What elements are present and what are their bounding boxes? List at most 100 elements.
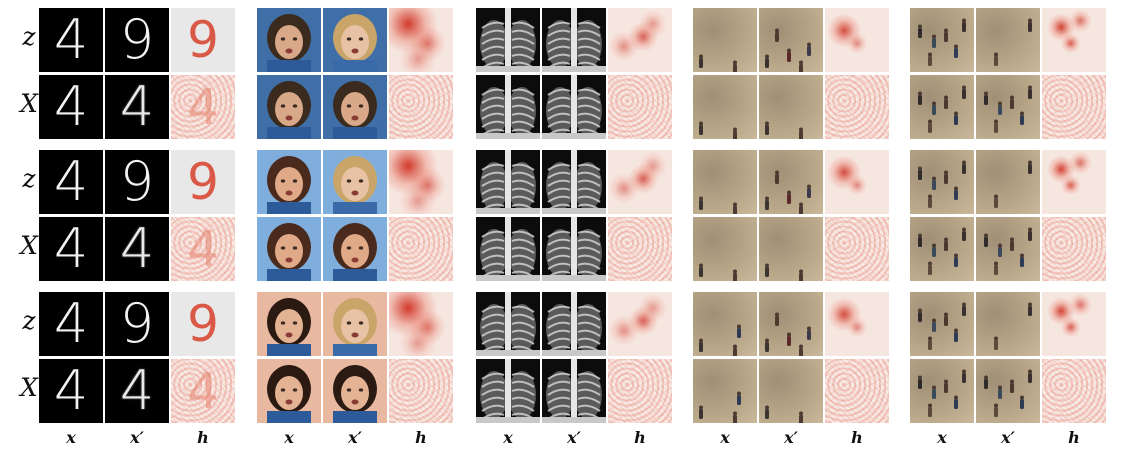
mnist-x-tile: 4 <box>39 359 103 423</box>
xray-x-tile <box>476 359 540 423</box>
mall-x-tile <box>693 359 757 423</box>
mnist-heatmap-tile: 4 <box>171 359 235 423</box>
mnist-xprime-tile: 4 <box>105 217 169 281</box>
mnist-heatmap-tile: 4 <box>171 217 235 281</box>
xray-xprime-tile <box>542 75 606 139</box>
mnist-heatmap-tile: 9 <box>171 292 235 356</box>
mall-heatmap-tile <box>825 75 889 139</box>
mall-heatmap-tile <box>825 8 889 72</box>
mall-heatmap-tile <box>825 292 889 356</box>
digit-xprime: 4 <box>119 359 155 422</box>
xray-heatmap-tile <box>608 217 672 281</box>
crowd-heatmap-tile <box>1042 359 1106 423</box>
mall-xprime-tile <box>759 8 823 72</box>
crowd-heatmap-tile <box>1042 8 1106 72</box>
xray-xprime-tile <box>542 359 606 423</box>
xray-x-tile <box>476 8 540 72</box>
xray-xprime-tile <box>542 292 606 356</box>
mall-heatmap-tile <box>825 150 889 214</box>
mall-x-tile <box>693 150 757 214</box>
mall-heatmap-tile <box>825 217 889 281</box>
heatmap-digit: 4 <box>187 78 219 136</box>
crowd-heatmap-tile <box>1042 75 1106 139</box>
xray-xprime-tile <box>542 8 606 72</box>
crowd-x-tile <box>910 292 974 356</box>
mnist-x-tile: 4 <box>39 75 103 139</box>
mnist-x-tile: 4 <box>39 292 103 356</box>
heatmap-digit: 4 <box>187 220 219 278</box>
column-label-x: x <box>503 428 513 447</box>
xray-x-tile <box>476 292 540 356</box>
crowd-x-tile <box>910 75 974 139</box>
face-x-tile <box>257 8 321 72</box>
xray-xprime-tile <box>542 150 606 214</box>
column-label-h: h <box>1068 428 1080 447</box>
crowd-xprime-tile <box>976 292 1040 356</box>
column-label-x: x <box>720 428 730 447</box>
crowd-xprime-tile <box>976 75 1040 139</box>
row-label-z: z <box>22 306 36 335</box>
face-xprime-tile <box>323 8 387 72</box>
mall-xprime-tile <box>759 75 823 139</box>
xray-x-tile <box>476 75 540 139</box>
column-label-xprime: x′ <box>130 428 144 447</box>
crowd-x-tile <box>910 359 974 423</box>
digit-xprime: 9 <box>119 150 155 213</box>
crowd-heatmap-tile <box>1042 150 1106 214</box>
column-label-x: x <box>66 428 76 447</box>
digit-x: 4 <box>53 150 89 213</box>
face-xprime-tile <box>323 359 387 423</box>
face-x-tile <box>257 359 321 423</box>
heatmap-digit: 9 <box>187 295 219 353</box>
mnist-xprime-tile: 9 <box>105 150 169 214</box>
crowd-x-tile <box>910 8 974 72</box>
face-heatmap-tile <box>389 359 453 423</box>
xray-heatmap-tile <box>608 359 672 423</box>
heatmap-digit: 9 <box>187 11 219 69</box>
row-label-z: z <box>22 164 36 193</box>
column-label-x: x <box>284 428 294 447</box>
digit-x: 4 <box>53 359 89 422</box>
face-heatmap-tile <box>389 75 453 139</box>
face-heatmap-tile <box>389 292 453 356</box>
face-heatmap-tile <box>389 8 453 72</box>
digit-xprime: 9 <box>119 8 155 71</box>
mnist-heatmap-tile: 9 <box>171 150 235 214</box>
mall-xprime-tile <box>759 359 823 423</box>
mnist-xprime-tile: 4 <box>105 359 169 423</box>
mnist-x-tile: 4 <box>39 150 103 214</box>
mnist-x-tile: 4 <box>39 8 103 72</box>
mnist-xprime-tile: 9 <box>105 8 169 72</box>
face-x-tile <box>257 292 321 356</box>
row-label-x: X <box>20 373 38 402</box>
face-xprime-tile <box>323 75 387 139</box>
face-heatmap-tile <box>389 217 453 281</box>
face-x-tile <box>257 75 321 139</box>
xray-heatmap-tile <box>608 292 672 356</box>
mall-x-tile <box>693 75 757 139</box>
column-label-xprime: x′ <box>784 428 798 447</box>
xray-heatmap-tile <box>608 150 672 214</box>
column-label-xprime: x′ <box>1001 428 1015 447</box>
digit-x: 4 <box>53 292 89 355</box>
mall-x-tile <box>693 292 757 356</box>
mall-heatmap-tile <box>825 359 889 423</box>
column-label-xprime: x′ <box>348 428 362 447</box>
face-xprime-tile <box>323 292 387 356</box>
crowd-heatmap-tile <box>1042 217 1106 281</box>
column-label-h: h <box>415 428 427 447</box>
column-label-xprime: x′ <box>567 428 581 447</box>
mnist-xprime-tile: 4 <box>105 75 169 139</box>
digit-x: 4 <box>53 75 89 138</box>
mall-xprime-tile <box>759 150 823 214</box>
crowd-x-tile <box>910 217 974 281</box>
column-label-h: h <box>197 428 209 447</box>
face-x-tile <box>257 150 321 214</box>
crowd-heatmap-tile <box>1042 292 1106 356</box>
xray-xprime-tile <box>542 217 606 281</box>
digit-xprime: 4 <box>119 75 155 138</box>
mall-xprime-tile <box>759 217 823 281</box>
face-heatmap-tile <box>389 150 453 214</box>
row-label-x: X <box>20 231 38 260</box>
crowd-xprime-tile <box>976 8 1040 72</box>
